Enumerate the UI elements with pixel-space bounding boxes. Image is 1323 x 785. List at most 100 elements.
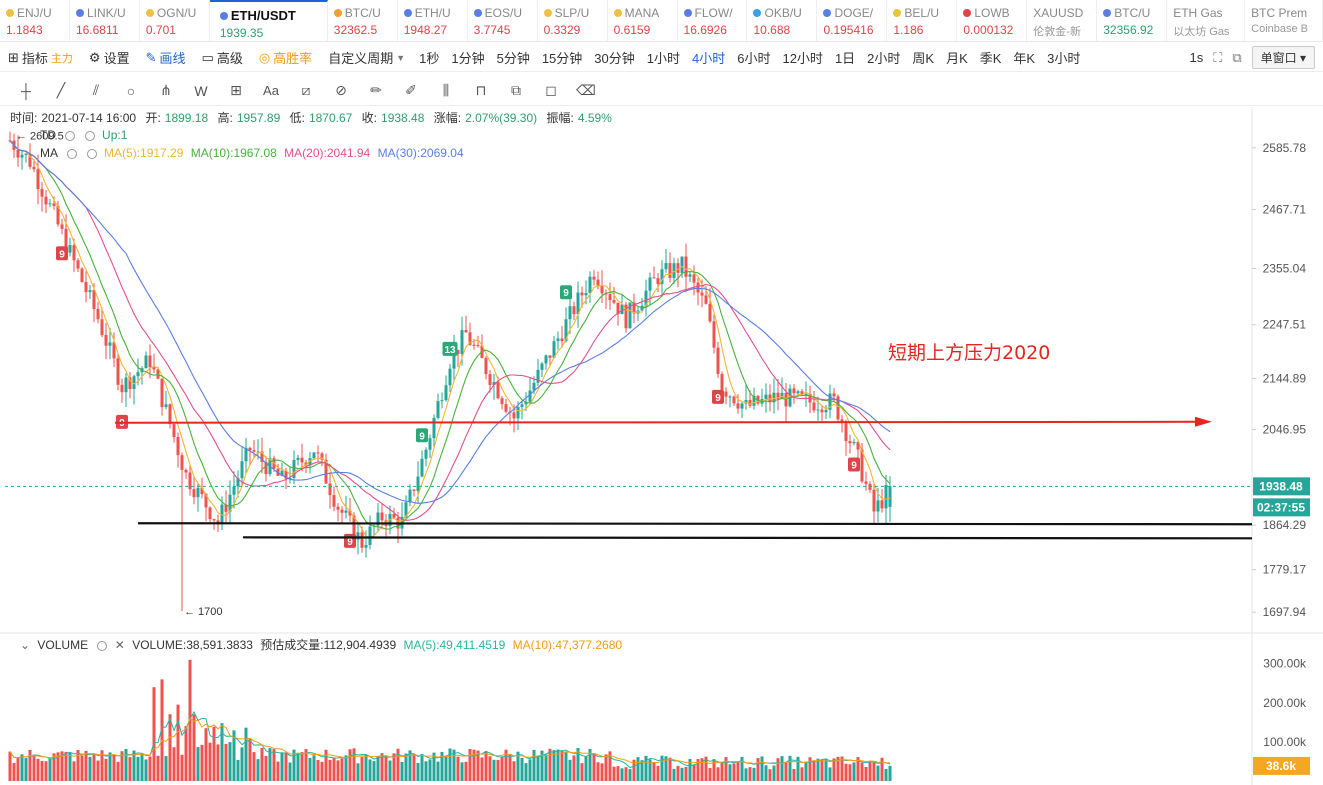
eye-icon[interactable]: [65, 130, 76, 141]
ticker-3[interactable]: ETH/USDT 1939.35: [209, 0, 328, 41]
text-icon[interactable]: Aa: [263, 83, 279, 98]
custom-period-dropdown[interactable]: 自定义周期 ▼: [320, 48, 413, 67]
ticker-4[interactable]: BTC/U 32362.5: [328, 0, 398, 41]
candle-body: [252, 450, 256, 452]
ticker-price: 以太坊 Gas: [1173, 26, 1230, 38]
volume-bar: [572, 755, 576, 781]
ticker-8[interactable]: MANA 0.6159: [608, 0, 678, 41]
period-13[interactable]: 季K: [979, 51, 1002, 66]
fork-icon[interactable]: ⋔: [160, 82, 172, 98]
volume-bar: [648, 759, 652, 781]
period-0[interactable]: 1秒: [419, 51, 440, 66]
ticker-price: 32356.92: [1103, 23, 1154, 37]
candle-body: [172, 424, 176, 437]
parallel-lines-icon[interactable]: ⫽: [92, 82, 100, 98]
candle-body: [532, 382, 536, 391]
window-mode-dropdown[interactable]: 单窗口 ▾: [1251, 46, 1315, 69]
trash-icon[interactable]: ⌫: [576, 82, 596, 98]
ticker-symbol: BTC Prem: [1251, 6, 1308, 20]
candle-body: [608, 294, 612, 301]
crosshair-icon[interactable]: ┼: [21, 82, 31, 99]
period-10[interactable]: 2小时: [867, 51, 901, 66]
winrate-button[interactable]: ◎ 高胜率: [251, 48, 320, 67]
toolbar-right: 1s ⛶ ⧉ 单窗口 ▾: [1189, 46, 1315, 69]
ticker-13[interactable]: LOWB 0.000132: [957, 0, 1028, 41]
period-2[interactable]: 5分钟: [496, 51, 530, 66]
period-7[interactable]: 6小时: [737, 51, 771, 66]
close-icon[interactable]: ✕: [114, 638, 125, 652]
volume-bar: [240, 747, 244, 781]
chart-svg[interactable]: 2585.78 2467.71 2355.04 2247.51 2144.89 2046.…: [0, 107, 1323, 785]
fib-icon[interactable]: ⧄: [301, 82, 311, 98]
candle-icon[interactable]: ⫼: [442, 82, 450, 98]
ticker-0[interactable]: ENJ/U 1.1843: [0, 0, 70, 41]
gear-icon[interactable]: [84, 130, 95, 141]
ticker-12[interactable]: BEL/U 1.186: [887, 0, 958, 41]
advanced-button[interactable]: ▭ 高级: [194, 48, 251, 67]
volume-bar: [196, 747, 200, 781]
lock-icon[interactable]: ⊓: [475, 82, 487, 98]
period-14[interactable]: 年K: [1013, 51, 1036, 66]
period-1[interactable]: 1分钟: [451, 51, 485, 66]
ticker-1[interactable]: LINK/U 16.6811: [70, 0, 140, 41]
ticker-6[interactable]: EOS/U 3.7745: [468, 0, 538, 41]
refresh-interval[interactable]: 1s: [1189, 50, 1204, 65]
ticker-2[interactable]: OGN/U 0.701: [140, 0, 210, 41]
settings-button[interactable]: ⚙ 设置: [81, 48, 138, 67]
measure-icon[interactable]: ⊞: [230, 82, 242, 98]
eye-icon[interactable]: ◻: [545, 82, 557, 98]
brush-icon[interactable]: ✐: [405, 82, 417, 98]
volume-bar: [296, 752, 300, 781]
period-15[interactable]: 3小时: [1047, 51, 1081, 66]
candle-body: [348, 510, 352, 516]
ticker-16[interactable]: ETH Gas 以太坊 Gas: [1167, 0, 1246, 41]
ticker-17[interactable]: BTC Prem Coinbase B: [1245, 0, 1323, 41]
period-6[interactable]: 4小时: [692, 51, 726, 66]
ticker-14[interactable]: XAUUSD 伦敦金-新: [1027, 0, 1098, 41]
circle-icon[interactable]: ○: [126, 82, 136, 99]
period-8[interactable]: 12小时: [782, 51, 823, 66]
gann-icon[interactable]: ⊘: [335, 82, 347, 98]
draw-button[interactable]: ✎ 画线: [138, 48, 194, 67]
volume-bar: [868, 761, 872, 781]
ticker-price: 1939.35: [219, 26, 264, 40]
candle-body: [124, 377, 128, 393]
ticker-11[interactable]: DOGE/0.195416: [817, 0, 888, 41]
candle-body: [716, 347, 720, 374]
gear-icon[interactable]: [97, 640, 108, 651]
indicators-button[interactable]: ⊞ 指标 主力: [0, 48, 81, 67]
window-mode-label: 单窗口: [1260, 51, 1297, 65]
collapse-icon[interactable]: ⌄: [20, 638, 31, 652]
ticker-price: 0.701: [145, 23, 176, 37]
ticker-10[interactable]: OKB/U 10.688: [747, 0, 818, 41]
volume-bar: [152, 687, 156, 781]
fullscreen-icon[interactable]: ⛶: [1213, 49, 1223, 65]
ticker-7[interactable]: SLP/U 0.3329: [538, 0, 608, 41]
candle-body: [192, 489, 196, 498]
period-3[interactable]: 15分钟: [541, 51, 583, 66]
period-5[interactable]: 1小时: [646, 51, 680, 66]
candle-body: [832, 393, 836, 397]
period-4[interactable]: 30分钟: [594, 51, 635, 66]
volume-bar: [720, 761, 724, 781]
eye-icon[interactable]: [67, 148, 78, 159]
period-9[interactable]: 1日: [834, 51, 856, 66]
copy-icon[interactable]: ⧉: [511, 82, 521, 98]
ticker-9[interactable]: FLOW/16.6926: [678, 0, 748, 41]
volume-bar: [92, 754, 96, 781]
chevron-down-icon: ▼: [396, 52, 406, 63]
volume-bar: [268, 748, 272, 781]
period-11[interactable]: 周K: [912, 51, 935, 66]
volume-bar: [824, 758, 828, 781]
screenshot-icon[interactable]: ⧉: [1232, 49, 1242, 65]
ticker-15[interactable]: BTC/U 32356.92: [1097, 0, 1168, 41]
volume-bar: [176, 704, 180, 781]
ticker-5[interactable]: ETH/U 1948.27: [398, 0, 468, 41]
wave-icon[interactable]: W: [194, 82, 208, 99]
td-marker-label: 9: [851, 461, 857, 472]
gear-icon[interactable]: [86, 148, 97, 159]
ruler-icon[interactable]: ✏: [370, 82, 382, 98]
period-12[interactable]: 月K: [946, 51, 968, 66]
trendline-icon[interactable]: ╱: [56, 82, 66, 98]
candle-body: [864, 481, 868, 484]
